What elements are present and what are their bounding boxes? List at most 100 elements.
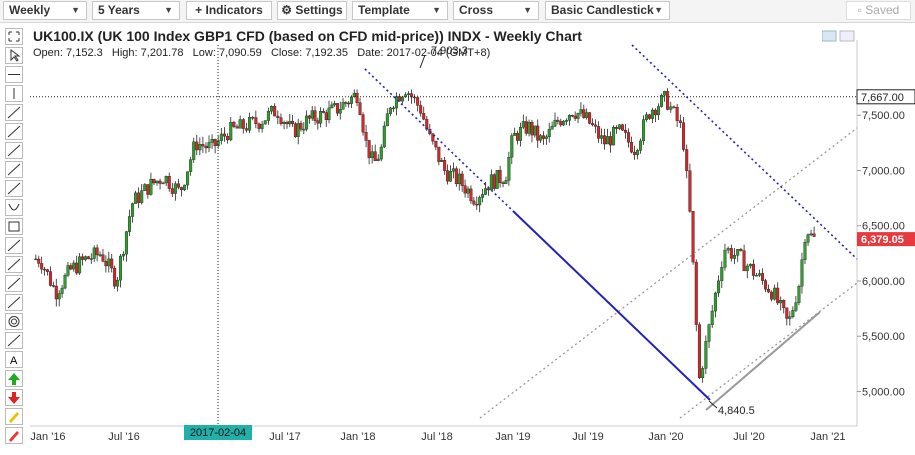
triangle-icon[interactable] (5, 237, 23, 254)
candle-down (486, 188, 490, 191)
open-value: 7,152.3 (66, 47, 103, 59)
gann-fan-icon[interactable] (5, 294, 23, 311)
candle-up (60, 287, 64, 294)
candle-down (241, 119, 245, 129)
candle-down (609, 136, 613, 146)
candle-up (379, 146, 383, 160)
x-tick-label: Jan '18 (340, 431, 375, 443)
range-select[interactable]: 5 Years ▼ (92, 1, 180, 20)
candle-up (186, 171, 190, 186)
candle-up (72, 262, 76, 270)
template-select[interactable]: Template ▼ (352, 1, 448, 20)
candle-up (388, 107, 392, 114)
candle-down (615, 127, 619, 129)
image-icon (821, 30, 837, 42)
vertical-line-icon[interactable] (5, 85, 23, 102)
extended-line-icon[interactable] (5, 142, 23, 159)
candle-down (492, 174, 496, 189)
candle-down (413, 96, 417, 99)
candle-up (527, 122, 531, 134)
candle-up (92, 247, 96, 259)
candle-down (273, 106, 277, 117)
template-value: Template (358, 3, 410, 17)
candle-down (431, 133, 435, 142)
candle-down (335, 103, 339, 114)
candle-down (195, 141, 199, 151)
candle-down (556, 119, 560, 122)
candle-down (767, 289, 771, 293)
candle-up (238, 119, 242, 129)
candle-down (146, 184, 150, 195)
candle-up (173, 183, 177, 194)
period-select[interactable]: Weekly ▼ (3, 1, 87, 20)
candle-up (216, 140, 220, 147)
candle-down (279, 117, 283, 124)
candle-down (232, 121, 236, 127)
crosshair-date-box (184, 425, 252, 440)
candle-down (222, 133, 226, 137)
fibonacci-retracement-icon[interactable] (5, 275, 23, 292)
candle-up (376, 158, 380, 162)
chart-view-toggle[interactable] (821, 30, 856, 42)
candle-up (296, 123, 300, 137)
candle-down (437, 146, 441, 162)
fibonacci-fan-icon[interactable] (5, 256, 23, 273)
last-price-box (857, 232, 915, 247)
trend-line-icon[interactable] (5, 104, 23, 121)
date-label: Date: (357, 47, 384, 59)
chart-style-select[interactable]: Basic Candlestick ▼ (545, 1, 670, 20)
candle-down (524, 121, 528, 134)
x-tick-label: Jan '19 (495, 431, 530, 443)
candle-down (469, 188, 473, 202)
candle-up (547, 129, 551, 138)
candle-down (541, 135, 545, 139)
arrow-line-icon[interactable] (5, 161, 23, 178)
rectangle-icon[interactable] (5, 218, 23, 235)
crosshair-value: Cross (459, 3, 494, 17)
candle-down (742, 250, 746, 272)
candle-up (189, 159, 193, 172)
cursor-icon[interactable] (5, 47, 23, 64)
pencil-icon[interactable] (5, 408, 23, 425)
candle-up (127, 216, 131, 232)
channel-lower-dotted-line (679, 282, 858, 419)
eraser-icon[interactable] (5, 427, 23, 444)
candle-up (210, 139, 214, 143)
low-value: 7,090.59 (218, 47, 262, 59)
settings-button[interactable]: ⚙ Settings (277, 1, 347, 20)
candle-up (788, 316, 792, 319)
candle-down (75, 262, 79, 274)
candle-up (382, 125, 386, 148)
candle-down (573, 115, 577, 119)
candle-down (624, 129, 628, 133)
candle-up (192, 141, 196, 160)
high-label: High: (111, 47, 138, 59)
crosshair-select[interactable]: Cross ▼ (453, 1, 539, 20)
candle-down (685, 149, 689, 171)
ray-icon[interactable] (5, 123, 23, 140)
candle-up (651, 109, 655, 119)
candle-down (364, 132, 368, 141)
timezone: (GMT+8) (445, 47, 491, 59)
chart-toolbar: Weekly ▼ 5 Years ▼ + Indicators ⚙ Settings… (0, 0, 915, 23)
candle-down (361, 114, 365, 133)
candle-up (565, 120, 569, 122)
crosshair-icon[interactable] (5, 28, 23, 45)
candle-up (89, 258, 93, 260)
candle-up (78, 256, 82, 274)
candle-down (397, 96, 401, 102)
andrews-pitchfork-icon[interactable] (5, 332, 23, 349)
channel-icon[interactable] (5, 180, 23, 197)
chevron-down-icon: ▼ (164, 5, 173, 15)
candle-up (748, 263, 752, 267)
candle-down (204, 145, 208, 149)
horizontal-line-icon[interactable] (5, 66, 23, 83)
spiral-icon[interactable] (5, 313, 23, 330)
saved-button[interactable]: ▫ Saved (846, 1, 911, 20)
arrow-up-icon[interactable] (5, 370, 23, 387)
indicators-button[interactable]: + Indicators (186, 1, 272, 20)
text-icon[interactable]: A (5, 351, 23, 368)
x-tick-label: Jan '16 (30, 431, 65, 443)
arc-icon[interactable] (5, 199, 23, 216)
arrow-down-icon[interactable] (5, 389, 23, 406)
